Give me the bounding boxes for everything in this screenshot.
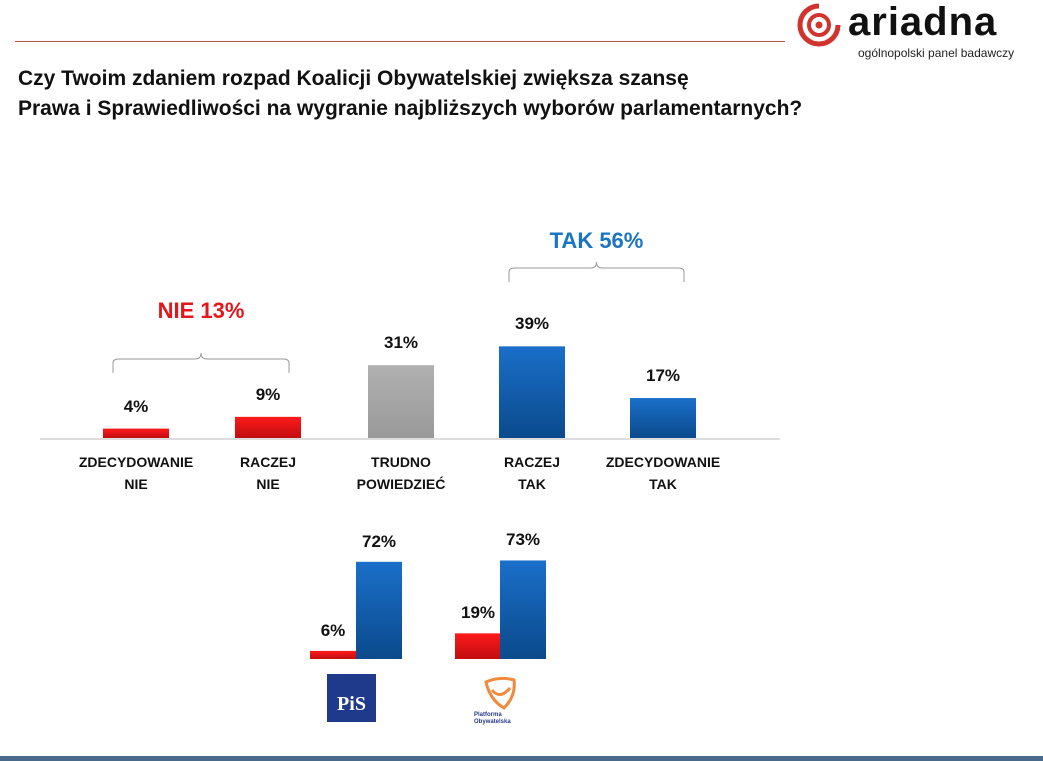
party-bar-nie-1 [455, 633, 501, 659]
category-label-line: ZDECYDOWANIE [78, 454, 194, 470]
po-logo-text: Platforma Obywatelska [474, 712, 511, 726]
bar-1 [235, 416, 301, 438]
bar-0 [103, 428, 169, 438]
bar-2 [368, 365, 434, 438]
category-label-line: RACZEJ [239, 454, 296, 470]
group-label-1: TAK 56% [549, 228, 644, 253]
ariadna-logo-icon [797, 3, 841, 47]
category-label-line: POWIEDZIEĆ [356, 476, 446, 492]
group-label-0: NIE 13% [157, 298, 245, 323]
category-label-line: NIE [124, 476, 148, 492]
page-title: Czy Twoim zdaniem rozpad Koalicji Obywat… [18, 64, 802, 124]
category-label-line: RACZEJ [503, 454, 560, 470]
party-data-label-1-0: 72% [361, 531, 397, 551]
bar-3 [499, 346, 565, 438]
footer-bar [0, 756, 1043, 761]
po-logo-line-2: Obywatelska [474, 719, 511, 725]
category-label-line: TRUDNO [371, 454, 431, 470]
category-label-line: TAK [649, 476, 677, 492]
group-bracket-1 [508, 261, 685, 282]
party-bar-tak-0 [356, 561, 402, 659]
party-bar-tak-1 [500, 560, 546, 659]
category-label-4: ZDECYDOWANIE TAK [593, 451, 733, 495]
category-label-2: TRUDNO POWIEDZIEĆ [331, 451, 471, 495]
pis-logo: PiS [327, 674, 376, 722]
bar-4 [630, 398, 696, 438]
party-bar-nie-0 [310, 650, 356, 659]
group-bracket-0 [112, 352, 290, 373]
party-data-label-0-0: 6% [320, 620, 346, 640]
category-label-0: ZDECYDOWANIE NIE [66, 451, 206, 495]
logo-tagline: ogólnopolski panel badawczy [858, 46, 1015, 60]
party-data-label-1-1: 73% [505, 530, 541, 550]
header-divider [15, 41, 785, 42]
category-label-line: TAK [518, 476, 546, 492]
title-line-1: Czy Twoim zdaniem rozpad Koalicji Obywat… [18, 67, 689, 90]
po-logo-icon [484, 676, 516, 710]
category-label-line: ZDECYDOWANIE [605, 454, 721, 470]
data-label-4: 17% [645, 366, 681, 386]
category-label-line: NIE [256, 476, 280, 492]
data-label-1: 9% [255, 384, 281, 404]
logo-name: ariadna [848, 0, 998, 44]
po-logo-line-1: Platforma [474, 712, 502, 718]
data-label-0: 4% [123, 396, 149, 416]
title-line-2: Prawa i Sprawiedliwości na wygranie najb… [18, 97, 803, 120]
party-data-label-0-1: 19% [460, 603, 496, 623]
data-label-3: 39% [514, 314, 550, 334]
category-label-1: RACZEJ NIE [198, 451, 338, 495]
data-label-2: 31% [383, 333, 419, 353]
category-label-3: RACZEJ TAK [462, 451, 602, 495]
